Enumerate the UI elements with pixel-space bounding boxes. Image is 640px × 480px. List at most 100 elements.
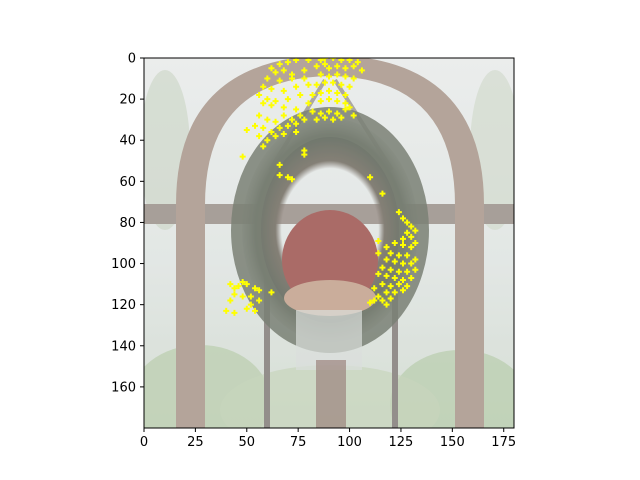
scatter-point [395,252,402,259]
scatter-point [400,235,406,242]
scatter-point [358,67,365,74]
scatter-point [342,106,349,113]
scatter-point [375,270,382,277]
scatter-point [280,67,287,74]
x-tick-label: 75 [290,435,307,450]
scatter-point [342,65,349,72]
x-tick-label: 25 [187,435,204,450]
scatter-point [223,307,230,314]
scatter-point [317,89,324,96]
x-tick-label: 100 [337,435,362,450]
x-axis: 0 25 50 75 100 125 150 175 [140,428,516,450]
scatter-point [231,309,238,316]
scatter-point [375,237,382,244]
scatter-point [301,67,308,74]
scatter-point [268,85,275,92]
scatter-point [247,301,254,308]
scatter-point [334,98,341,105]
scatter-point [276,124,283,131]
scatter-point [404,268,411,275]
scatter-point [321,79,328,86]
y-tick-label: 0 [128,52,136,67]
y-tick-label: 80 [119,216,136,231]
scatter-point [272,118,279,125]
scatter-point [400,277,406,283]
scatter-point [342,73,349,80]
scatter-point [326,65,332,72]
scatter-point [404,229,411,236]
scatter-point [309,92,316,98]
scatter-point [383,289,390,296]
scatter-point [231,291,238,298]
scatter-point [280,112,287,119]
scatter-point [239,279,246,286]
scatter-point [293,120,300,127]
scatter-point [289,116,295,123]
scatter-point [395,268,402,275]
scatter-point [375,293,382,300]
scatter-point [272,133,279,140]
scatter-point [391,289,398,296]
scatter-point [260,100,267,107]
scatter-point [408,260,415,267]
scatter-point [400,287,406,294]
y-tick-label: 20 [119,93,136,108]
scatter-point [412,227,419,234]
scatter-point [338,81,345,88]
x-tick-label: 125 [389,435,414,450]
scatter-point [350,75,357,82]
scatter-point [284,122,291,129]
scatter-point [326,108,332,115]
scatter-point [256,287,263,294]
scatter-point [239,153,246,160]
scatter-point [412,240,419,246]
scatter-point [367,299,374,306]
scatter-point [272,69,279,76]
scatter-point [284,96,291,103]
scatter-point [408,223,415,230]
scatter-point [346,104,353,111]
scatter-point [313,81,320,88]
scatter-point [387,283,394,290]
scatter-point [342,92,349,98]
scatter-point [391,274,398,281]
scatter-point [391,240,398,246]
scatter-point [334,89,341,96]
scatter-point [387,266,394,273]
scatter-point [350,63,357,70]
scatter-point [400,242,406,249]
scatter-point [256,112,263,119]
y-tick-label: 40 [119,134,136,149]
scatter-point [256,297,263,304]
scatter-point [321,114,328,121]
x-tick-label: 0 [140,435,148,450]
scatter-point [276,161,283,168]
scatter-point [379,297,386,304]
y-tick-label: 140 [111,339,136,354]
scatter-point [334,110,341,117]
x-tick-label: 50 [239,435,256,450]
x-tick-label: 175 [491,435,516,450]
scatter-point [256,92,263,98]
scatter-point [252,307,258,314]
scatter-point [280,131,287,138]
scatter-point [227,297,234,304]
scatter-point [272,98,279,105]
scatter-point [404,219,411,226]
scatter-point [260,83,267,90]
scatter-point [383,272,390,279]
scatter-point [334,71,341,78]
scatter-point [395,209,402,216]
scatter-point [293,106,300,113]
scatter-point [387,295,394,302]
scatter-point [338,114,345,121]
scatter-point [293,129,300,135]
scatter-point [264,137,271,144]
scatter-point [326,73,332,80]
scatter-point [383,256,390,263]
scatter-point [231,285,238,292]
scatter-point [375,250,382,257]
scatter-point [289,75,295,82]
scatter-point [268,289,275,296]
